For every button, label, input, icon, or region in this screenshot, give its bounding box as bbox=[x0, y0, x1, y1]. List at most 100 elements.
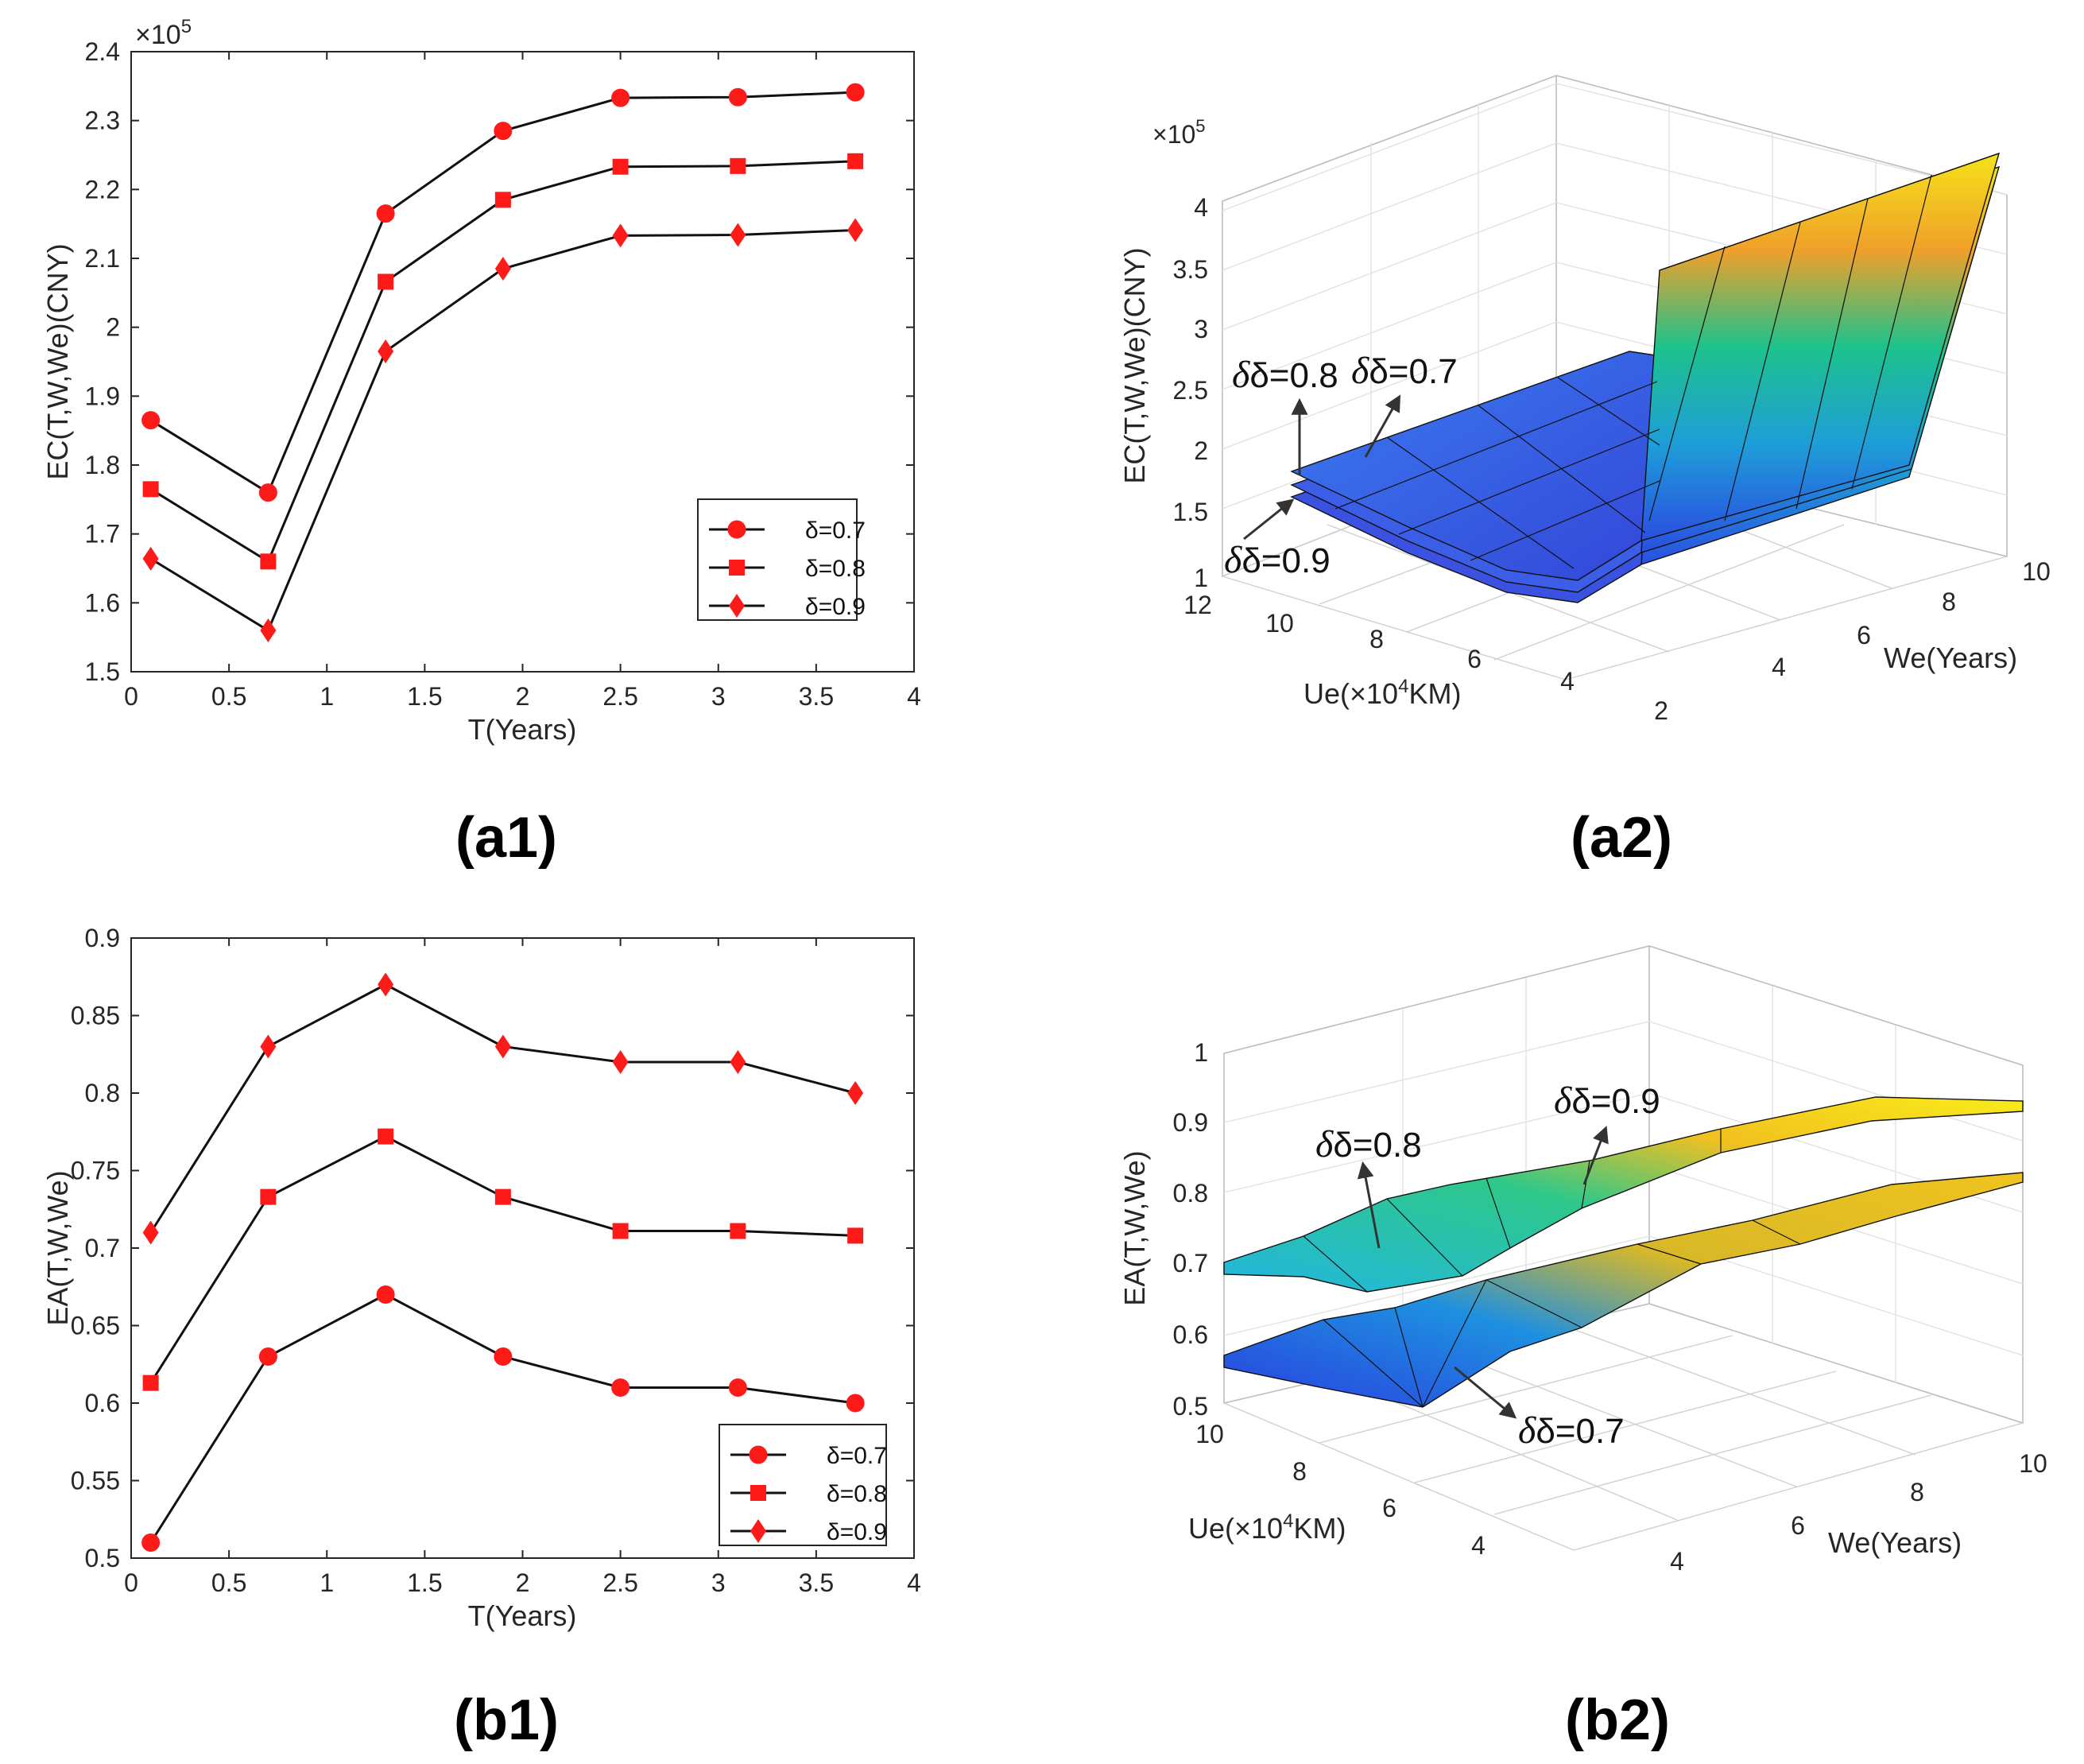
y-axis-label: EA(T,W,We) bbox=[41, 1170, 74, 1325]
floor-mesh bbox=[1334, 377, 1660, 569]
x-tick-label: 4 bbox=[907, 1568, 921, 1597]
x-ticks: 10 8 6 4 bbox=[1195, 1420, 1486, 1560]
x-tick-label: 1.5 bbox=[407, 1568, 442, 1597]
panel-b1: 0 0.5 1 1.5 2 2.5 3 3.5 4 0.50.550.60.650.70.750… bbox=[41, 924, 921, 1632]
y-tick-label: 0.75 bbox=[71, 1157, 120, 1185]
data-point bbox=[494, 122, 513, 141]
y-axis-label: EC(T,W,We)(CNY) bbox=[41, 243, 74, 479]
data-point bbox=[846, 83, 865, 102]
data-point bbox=[611, 88, 630, 107]
arrow bbox=[1357, 1161, 1381, 1249]
surface-delta-0.7 bbox=[1290, 351, 1662, 581]
legend-marker bbox=[727, 520, 746, 539]
x-tick-label: 3 bbox=[711, 1568, 726, 1597]
data-point bbox=[847, 1081, 864, 1105]
data-point bbox=[260, 1034, 277, 1059]
tick-label: 8 bbox=[1292, 1457, 1307, 1486]
y-tick-label: 1.6 bbox=[85, 588, 120, 617]
data-point bbox=[730, 157, 746, 174]
tick-label: 0.9 bbox=[1173, 1108, 1208, 1137]
legend-label: δ=0.7 bbox=[827, 1443, 887, 1469]
surface-delta-0.7 bbox=[1223, 1172, 2024, 1408]
x-tick-label: 0.5 bbox=[211, 682, 246, 711]
y-tick-label: 0.85 bbox=[71, 1002, 120, 1030]
data-point bbox=[494, 1034, 511, 1059]
data-point bbox=[260, 1188, 277, 1205]
data-point bbox=[494, 192, 511, 208]
x-tick-label: 0 bbox=[124, 682, 138, 711]
data-point bbox=[378, 339, 394, 363]
x-tick-label: 1 bbox=[320, 1568, 334, 1597]
x-axis-label: T(Years) bbox=[468, 713, 577, 746]
y-axis-label: We(Years) bbox=[1884, 642, 2017, 674]
surface-layers bbox=[1290, 152, 2001, 603]
x-axis-label: T(Years) bbox=[468, 1599, 577, 1632]
legend: δ=0.7 δ=0.8 δ=0.9 bbox=[697, 498, 866, 621]
surface-layers bbox=[1223, 1096, 2024, 1408]
y-tick-label: 2.4 bbox=[85, 37, 120, 66]
legend-marker bbox=[729, 594, 745, 618]
tick-label: 0.6 bbox=[1173, 1320, 1208, 1349]
arrow bbox=[1454, 1366, 1517, 1419]
legend-marker bbox=[750, 1485, 766, 1501]
x-tick-label: 2 bbox=[516, 682, 530, 711]
x-tick-label: 1 bbox=[320, 682, 334, 711]
tick-label: 2.5 bbox=[1173, 376, 1208, 405]
x-tick-label: 4 bbox=[907, 682, 921, 711]
legend-label: δ=0.8 bbox=[827, 1481, 887, 1507]
y-tick-label: 2 bbox=[106, 313, 120, 342]
panel-label-a2: (a2) bbox=[1571, 806, 1672, 870]
panel-label-b2: (b2) bbox=[1565, 1688, 1670, 1752]
surface-mesh bbox=[1303, 1129, 1801, 1408]
data-point bbox=[258, 483, 277, 502]
x-tick-label: 3.5 bbox=[799, 1568, 834, 1597]
x-axis-label: Ue(×104KM) bbox=[1303, 676, 1461, 710]
tick-label: 4 bbox=[1772, 653, 1786, 681]
legend-marker bbox=[749, 1445, 768, 1464]
data-point bbox=[847, 1227, 864, 1244]
x-tick-label: 0 bbox=[124, 1568, 138, 1597]
y-ticks: 4 6 8 10 bbox=[1772, 557, 2051, 681]
tick-label: 6 bbox=[1791, 1511, 1805, 1540]
annotation-delta-0.8: δδ=0.8 bbox=[1315, 1123, 1422, 1165]
data-point bbox=[612, 1223, 629, 1239]
data-point bbox=[730, 1050, 746, 1074]
y-tick-label: 0.6 bbox=[85, 1389, 120, 1417]
tick-label: 6 bbox=[1857, 621, 1871, 649]
data-point bbox=[728, 1378, 747, 1397]
data-point bbox=[494, 1188, 511, 1205]
panel-label-a1: (a1) bbox=[455, 806, 557, 870]
x-tick-label: 1.5 bbox=[407, 682, 442, 711]
y-tick-label: 1.8 bbox=[85, 451, 120, 479]
data-point bbox=[378, 273, 394, 290]
arrow bbox=[1243, 498, 1295, 541]
data-point bbox=[376, 204, 395, 223]
tick-label: 4 bbox=[1194, 193, 1208, 222]
y-tick-label: 0.8 bbox=[85, 1079, 120, 1107]
x-axis-label: Ue(×104KM) bbox=[1188, 1510, 1346, 1545]
legend-box bbox=[719, 1424, 887, 1546]
tick-label: 1 bbox=[1194, 564, 1208, 592]
legend-label: δ=0.8 bbox=[805, 556, 866, 582]
data-point bbox=[142, 546, 159, 571]
data-point bbox=[494, 1347, 513, 1366]
y-ticks: 4 6 8 10 bbox=[1670, 1449, 2047, 1576]
data-point bbox=[494, 257, 511, 281]
data-point bbox=[141, 411, 161, 430]
y-axis-label: We(Years) bbox=[1828, 1526, 1962, 1559]
legend: δ=0.7 δ=0.8 δ=0.9 bbox=[719, 1424, 887, 1546]
data-point bbox=[611, 1378, 630, 1397]
tick-label: 8 bbox=[1369, 625, 1384, 653]
tick-label: 0.8 bbox=[1173, 1179, 1208, 1208]
tick-label: 4 bbox=[1471, 1531, 1486, 1560]
data-point bbox=[378, 972, 394, 997]
tick-label: 4 bbox=[1670, 1547, 1684, 1576]
data-point bbox=[847, 218, 864, 242]
tick-label: 10 bbox=[2022, 557, 2051, 586]
x-ticks: 12 10 8 6 4 2 bbox=[1183, 591, 1668, 725]
legend-marker bbox=[729, 560, 745, 576]
tick-label: 3.5 bbox=[1173, 255, 1208, 284]
y-tick-label: 0.7 bbox=[85, 1234, 120, 1262]
data-point bbox=[730, 1223, 746, 1239]
y-tick-label: 1.5 bbox=[85, 657, 120, 686]
